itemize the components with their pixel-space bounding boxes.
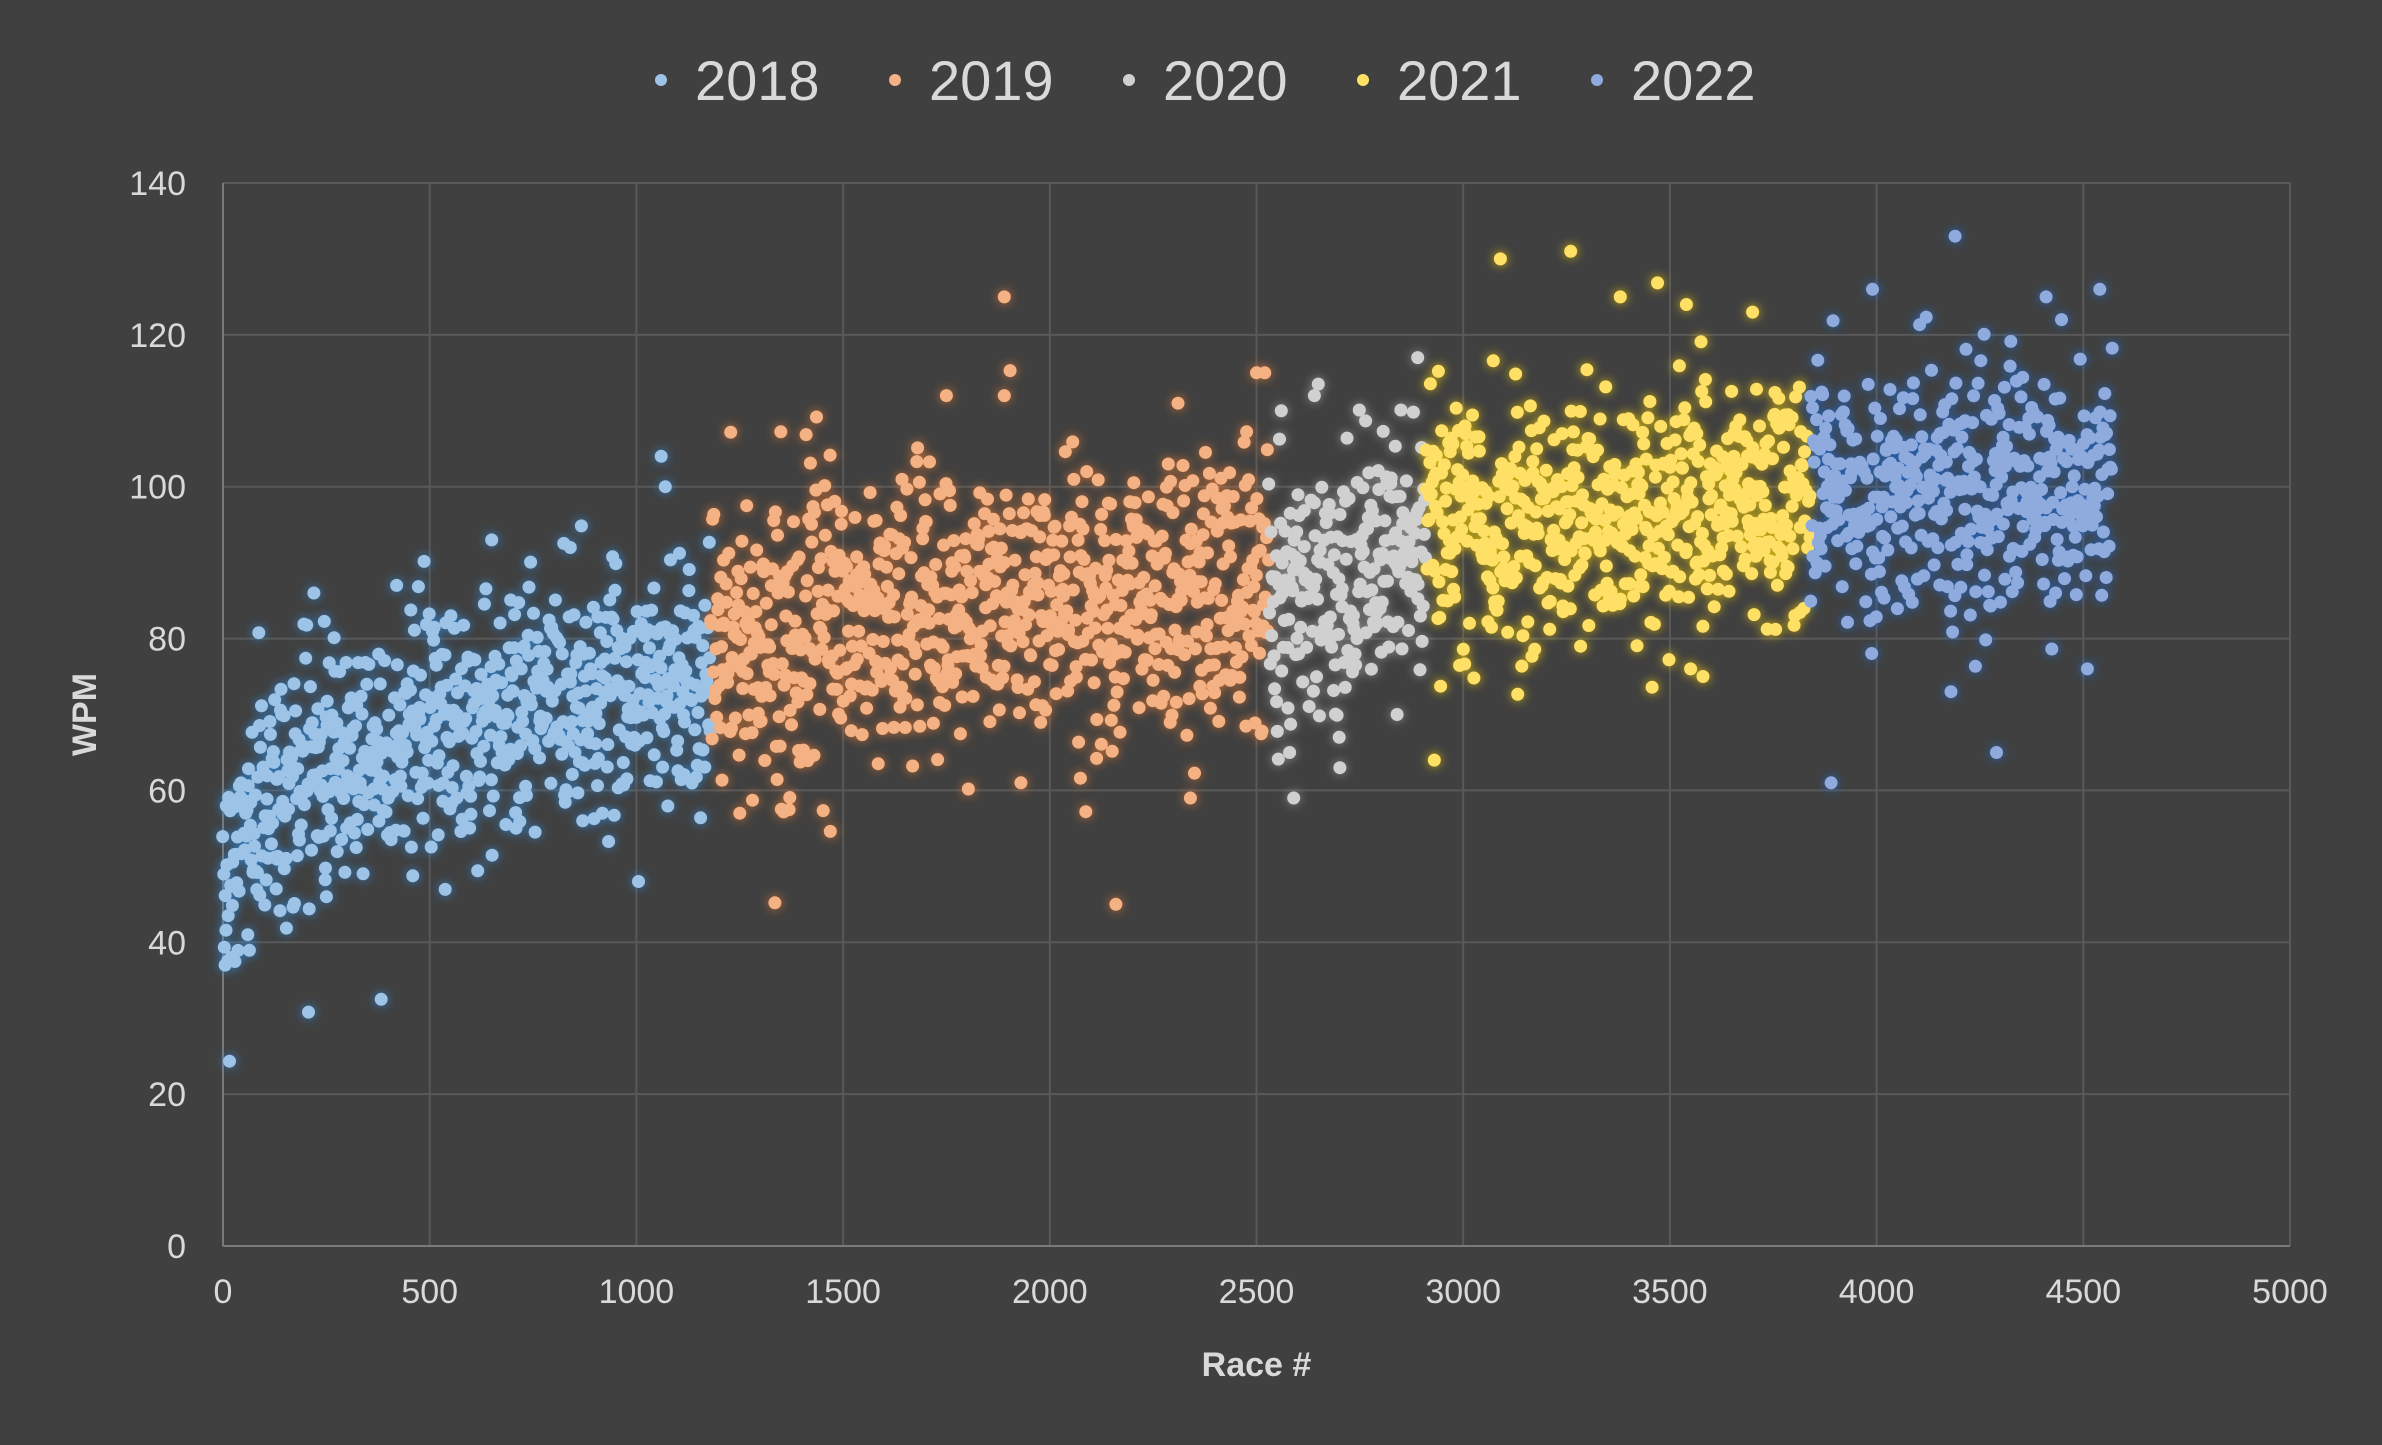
legend-label: 2019 (929, 49, 1054, 112)
y-tick-label: 40 (148, 924, 186, 962)
chart-legend: 2018 2019 2020 2021 2022 (655, 49, 1756, 112)
legend-marker (1357, 74, 1369, 86)
series-2019-points (704, 290, 1276, 911)
legend-label: 2018 (695, 49, 820, 112)
series-2021-points (1419, 244, 1817, 767)
chart-axes (222, 183, 2290, 1247)
y-tick-label: 20 (148, 1076, 186, 1114)
y-tick-label: 100 (129, 469, 186, 507)
legend-marker (1591, 74, 1603, 86)
x-tick-label: 500 (401, 1273, 458, 1311)
legend-item: 2018 (655, 49, 820, 112)
series-2020-points (1262, 351, 1432, 805)
x-tick-label: 3500 (1632, 1273, 1708, 1311)
legend-marker (655, 74, 667, 86)
x-tick-label: 3000 (1425, 1273, 1501, 1311)
legend-item: 2022 (1591, 49, 1756, 112)
y-axis-title: WPM (66, 673, 104, 756)
y-tick-label: 60 (148, 772, 186, 810)
x-tick-label: 1500 (805, 1273, 881, 1311)
series-2022-points (1804, 229, 2119, 790)
chart-grid (222, 182, 2291, 1247)
legend-item: 2019 (889, 49, 1054, 112)
legend-item: 2021 (1357, 49, 1522, 112)
series-2018-points (216, 449, 717, 1068)
y-tick-label: 140 (129, 165, 186, 203)
legend-item: 2020 (1123, 49, 1288, 112)
x-tick-label: 0 (214, 1273, 233, 1311)
x-tick-label: 4500 (2045, 1273, 2121, 1311)
legend-marker (889, 74, 901, 86)
legend-label: 2021 (1397, 49, 1522, 112)
x-axis-title: Race # (1202, 1346, 1312, 1384)
y-tick-label: 120 (129, 317, 186, 355)
legend-marker (1123, 74, 1135, 86)
x-tick-label: 1000 (599, 1273, 675, 1311)
y-tick-label: 80 (148, 621, 186, 659)
point-layer (216, 229, 2119, 1068)
legend-label: 2020 (1163, 49, 1288, 112)
tick-labels: 0 500 1000 1500 2000 2500 3000 3500 4000 4500 5000… (129, 165, 2328, 1311)
x-tick-label: 5000 (2252, 1273, 2328, 1311)
x-tick-label: 2000 (1012, 1273, 1088, 1311)
legend-label: 2022 (1631, 49, 1756, 112)
x-tick-label: 2500 (1219, 1273, 1295, 1311)
x-tick-label: 4000 (1839, 1273, 1915, 1311)
y-tick-label: 0 (167, 1228, 186, 1266)
